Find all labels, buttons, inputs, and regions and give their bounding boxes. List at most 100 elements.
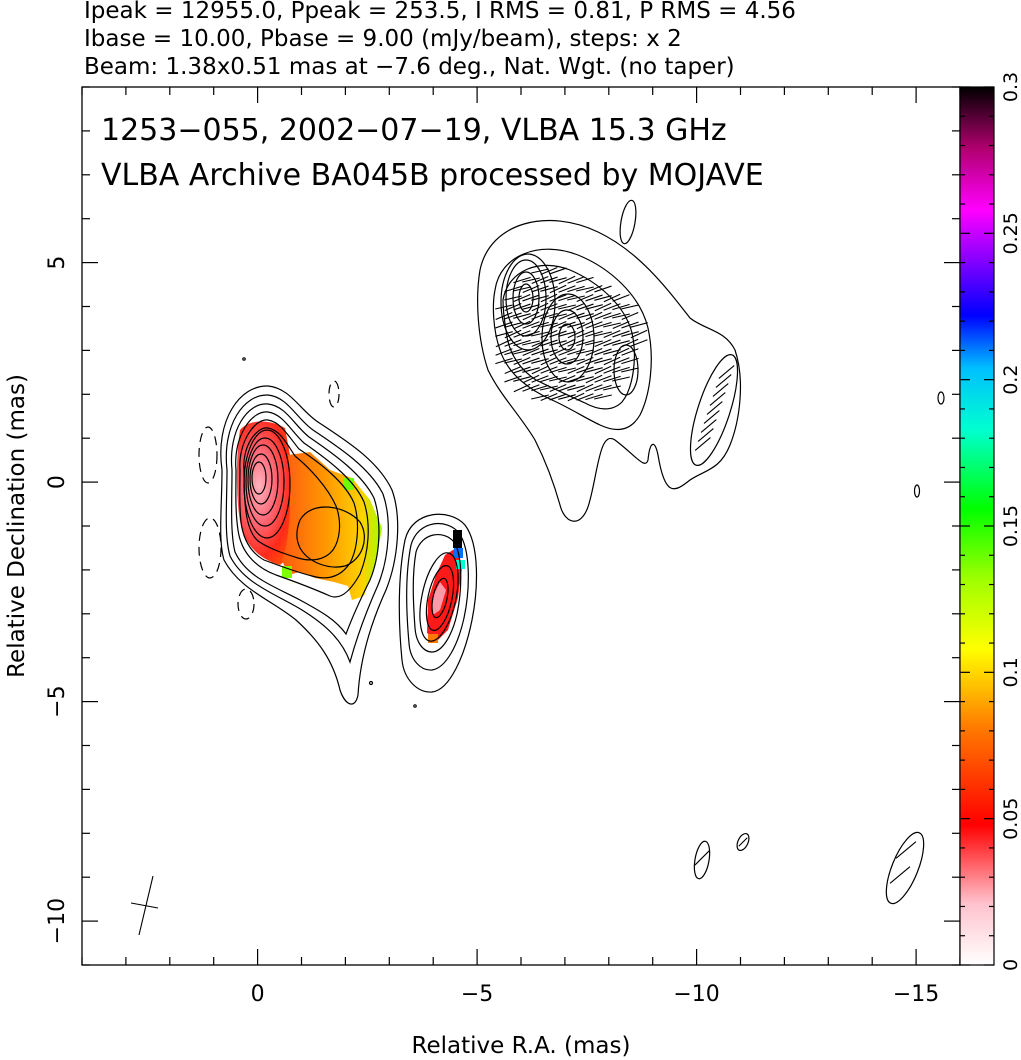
evpa-vector <box>612 303 630 311</box>
evpa-vector <box>594 338 612 348</box>
evpa-vector <box>513 339 531 347</box>
contour-level-6 <box>243 427 341 561</box>
evpa-vector <box>558 294 576 302</box>
x-tick-label: −10 <box>673 982 719 1007</box>
evpa-vector <box>531 348 549 356</box>
evpa-vector <box>504 329 522 339</box>
evpa-vector <box>504 322 522 328</box>
small-contour <box>937 391 945 405</box>
header-line-3: Beam: 1.38x0.51 mas at −7.6 deg., Nat. W… <box>84 54 735 80</box>
evpa-vector <box>585 321 603 329</box>
small-contour <box>368 680 374 686</box>
evpa-vector <box>738 837 748 847</box>
pol-fill-knot-black <box>453 530 462 548</box>
evpa-vector <box>540 349 558 355</box>
evpa-vector <box>531 384 549 392</box>
evpa-vector <box>621 331 639 337</box>
neg-contour <box>237 588 255 620</box>
x-tick-label: 0 <box>251 982 265 1007</box>
evpa-vector <box>495 311 513 321</box>
evpa-vector <box>522 294 540 302</box>
colorbar-tick-label: 0.25 <box>1000 212 1021 254</box>
evpa-vector <box>522 284 540 294</box>
evpa-vector <box>549 383 567 393</box>
evpa-vector <box>522 311 540 321</box>
evpa-vector <box>612 376 630 382</box>
evpa-vector <box>531 285 549 293</box>
evpa-vector <box>522 321 540 329</box>
evpa-vector <box>594 348 612 356</box>
evpa-vector <box>504 348 522 356</box>
contour-level-7 <box>243 429 291 539</box>
evpa-vector <box>603 385 621 391</box>
colorbar: 0 0.05 0.1 0.15 0.2 0.25 0.3 <box>959 72 1021 971</box>
evpa-vector <box>630 339 648 347</box>
contour-level-1 <box>220 385 399 705</box>
evpa-vector <box>709 392 726 406</box>
evpa-vector <box>612 347 630 357</box>
evpa-vector <box>522 340 540 346</box>
evpa-vector <box>594 394 612 400</box>
evpa-vector <box>531 268 549 274</box>
colorbar-tick-labels: 0 0.05 0.1 0.15 0.2 0.25 0.3 <box>1000 72 1021 971</box>
evpa-vector <box>700 419 717 433</box>
y-tick-label: 5 <box>45 256 70 270</box>
knot-contour-5 <box>425 565 455 631</box>
evpa-vector <box>585 311 603 321</box>
header-line-1: Ipeak = 12955.0, Ppeak = 253.5, I RMS = … <box>84 0 796 24</box>
evpa-vector <box>522 357 540 365</box>
evpa-vector <box>504 365 522 375</box>
evpa-vector <box>576 293 594 303</box>
evpa-vector <box>603 312 621 320</box>
evpa-vector <box>522 277 540 283</box>
evpa-vector <box>585 384 603 392</box>
evpa-vector <box>621 357 639 365</box>
evpa-vector <box>513 349 531 355</box>
knot-contour-4 <box>419 552 459 642</box>
evpa-vector <box>576 366 594 374</box>
evpa-vector <box>549 366 567 374</box>
evpa-vector <box>495 348 513 356</box>
evpa-vector <box>621 367 639 373</box>
polarization-color-map <box>236 421 465 643</box>
evpa-vector <box>531 312 549 320</box>
intensity-contours-knot <box>398 513 478 693</box>
evpa-vector <box>495 321 513 329</box>
evpa-vector <box>549 320 567 330</box>
evpa-vector <box>603 366 621 374</box>
evpa-vector <box>513 303 531 311</box>
evpa-vector <box>567 322 585 328</box>
knot-contour-2 <box>406 523 469 671</box>
evpa-vector <box>585 304 603 310</box>
evpa-vector <box>549 393 567 401</box>
evpa-vector <box>585 284 603 294</box>
contour-level-5 <box>239 419 359 579</box>
evpa-vector <box>558 285 576 293</box>
evpa-vector <box>495 331 513 337</box>
evpa-vector <box>540 356 558 366</box>
evpa-vector <box>576 330 594 338</box>
evpa-vector <box>558 304 576 310</box>
evpa-vector <box>585 347 603 357</box>
evpa-vector <box>522 367 540 373</box>
evpa-vector <box>697 428 714 442</box>
outer-contour-11 <box>613 344 639 396</box>
evpa-vector <box>567 285 585 293</box>
evpa-vector <box>594 358 612 364</box>
evpa-vector <box>594 384 612 392</box>
pol-fill-knot-orange <box>428 634 438 643</box>
evpa-vector <box>531 275 549 285</box>
evpa-vector <box>549 357 567 365</box>
evpa-vector <box>621 348 639 356</box>
contour-level-10 <box>249 453 273 505</box>
evpa-vector <box>549 277 567 283</box>
evpa-vector <box>504 302 522 312</box>
contour-level-9 <box>247 444 279 516</box>
evpa-vector <box>495 357 513 365</box>
contour-level-8 <box>245 437 285 527</box>
evpa-vector <box>603 322 621 328</box>
evpa-vector <box>558 348 576 356</box>
outer-contour-2 <box>492 248 652 430</box>
evpa-vector <box>504 358 522 364</box>
evpa-vector <box>612 320 630 330</box>
